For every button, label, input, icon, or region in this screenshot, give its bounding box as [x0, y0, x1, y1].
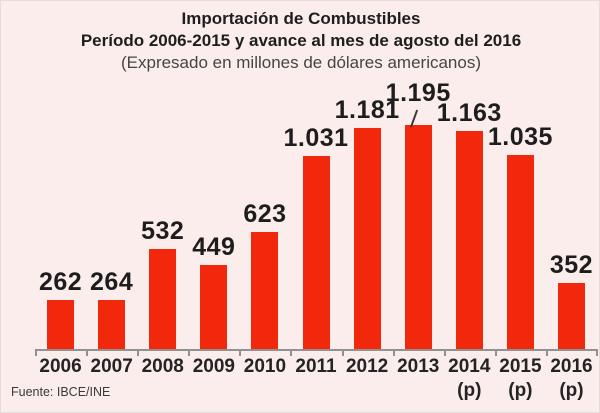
bar-group-2006: 262 — [35, 125, 86, 349]
x-axis-label-2012: 2012 — [342, 356, 393, 403]
bar-2010 — [251, 232, 279, 349]
x-axis-line — [35, 349, 598, 356]
preliminary-note: (p) — [457, 380, 482, 401]
year-label: 2008 — [141, 356, 184, 377]
x-axis-label-2015: 2015 (p) — [495, 356, 546, 403]
chart-header: Importación de Combustibles Período 2006… — [1, 8, 600, 74]
bar-value-label: 449 — [192, 233, 236, 261]
bar-group-2008: 532 — [137, 125, 188, 349]
x-axis-label-2010: 2010 — [239, 356, 290, 403]
x-axis-label-2011: 2011 — [290, 356, 341, 403]
year-label: 2016 — [550, 356, 593, 377]
year-label: 2015 — [499, 356, 542, 377]
x-axis-label-2009: 2009 — [188, 356, 239, 403]
bar-value-label: 1.181 — [334, 96, 400, 124]
chart-units-note: (Expresado en millones de dólares americ… — [120, 53, 481, 72]
axis-tick — [86, 349, 88, 356]
bar-2014 — [455, 131, 483, 349]
year-label: 2012 — [345, 356, 389, 377]
bar-value-label: 1.031 — [283, 124, 349, 152]
axis-tick — [393, 349, 395, 356]
bar-group-2016: 352 — [546, 125, 597, 349]
bar-2013 — [404, 125, 432, 349]
year-label: 2013 — [397, 356, 440, 377]
bar-value-label: 262 — [38, 268, 83, 296]
preliminary-note: (p) — [559, 380, 584, 401]
x-axis-label-2006: 2006 — [35, 356, 86, 403]
bar-2009 — [200, 265, 228, 349]
axis-tick — [444, 349, 446, 356]
year-label: 2006 — [39, 356, 82, 377]
axis-tick — [596, 349, 598, 356]
source-note: Fuente: IBCE/INE — [11, 385, 111, 399]
bar-value-label: 1.195 — [385, 79, 451, 107]
bar-group-2010: 623 — [239, 125, 290, 349]
chart-title: Importación de Combustibles — [181, 9, 421, 28]
bar-2006 — [47, 300, 75, 349]
x-axis-label-2007: 2007 — [86, 356, 137, 403]
year-label: 2010 — [243, 356, 287, 377]
bar-2012 — [353, 128, 381, 349]
x-axis-label-2013: 2013 — [393, 356, 444, 403]
bar-value-label: 352 — [549, 251, 594, 279]
bar-group-2014: 1.163 — [437, 101, 501, 349]
bar-2008 — [149, 249, 177, 349]
bar-value-label: 1.163 — [436, 99, 502, 127]
bar-value-label: 1.035 — [487, 123, 553, 151]
axis-tick — [188, 349, 190, 356]
bar-group-2012: 1.181 — [335, 98, 399, 349]
bar-2015 — [506, 155, 534, 349]
axis-tick — [35, 349, 37, 356]
bar-group-2011: 1.031 — [283, 125, 348, 349]
bar-group-2009: 449 — [188, 125, 239, 349]
preliminary-note: (p) — [508, 380, 533, 401]
bar-group-2013: 1.195 — [386, 81, 450, 349]
bar-value-label: 532 — [141, 217, 185, 245]
x-axis-labels: 2006 2007 2008 2009 2010 2011 2012 2013 2014 (p) 2… — [35, 356, 597, 403]
bar-group-2007: 264 — [86, 125, 137, 349]
year-label: 2007 — [90, 356, 133, 377]
axis-tick — [495, 349, 497, 356]
year-label: 2011 — [295, 356, 337, 377]
year-label: 2014 — [448, 356, 491, 377]
x-axis-label-2008: 2008 — [137, 356, 188, 403]
bar-2007 — [98, 300, 126, 349]
bar-2016 — [557, 283, 585, 349]
bar-2011 — [302, 156, 330, 349]
axis-tick — [239, 349, 241, 356]
x-axis-label-2016: 2016 (p) — [546, 356, 597, 403]
year-label: 2009 — [192, 356, 235, 377]
axis-tick — [342, 349, 344, 356]
chart-subtitle: Período 2006-2015 y avance al mes de ago… — [80, 31, 522, 50]
bar-group-2015: 1.035 — [488, 125, 552, 349]
bar-chart-plot-area: 262 264 532 449 623 1.031 1.181 1.195 1.163 1.035… — [35, 81, 597, 349]
x-axis-label-2014: 2014 (p) — [444, 356, 495, 403]
axis-tick — [137, 349, 139, 356]
bar-value-label: 623 — [243, 200, 287, 228]
axis-tick — [290, 349, 292, 356]
axis-tick — [546, 349, 548, 356]
bar-value-label: 264 — [90, 268, 134, 296]
